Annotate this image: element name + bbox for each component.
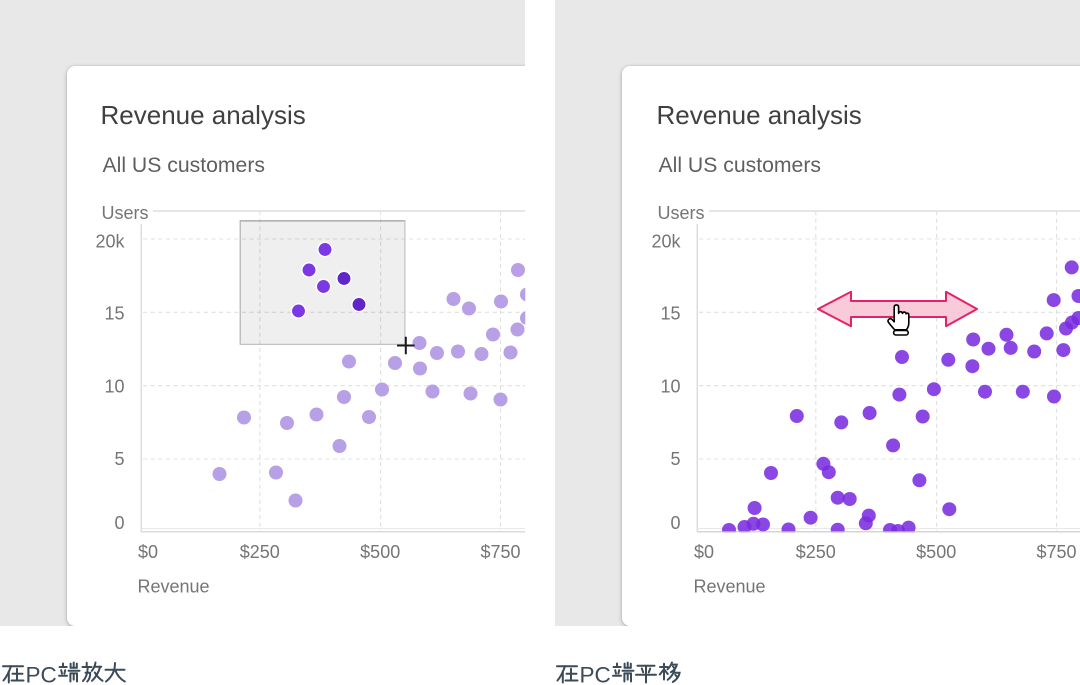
svg-text:Revenue analysis: Revenue analysis [101, 100, 306, 130]
svg-text:10: 10 [660, 377, 680, 397]
svg-text:15: 15 [660, 303, 680, 323]
svg-text:Revenue: Revenue [694, 577, 766, 597]
svg-text:Users: Users [102, 203, 149, 223]
svg-text:20k: 20k [95, 231, 125, 251]
svg-text:$250: $250 [796, 542, 836, 562]
svg-text:$0: $0 [694, 542, 714, 562]
svg-text:All US customers: All US customers [659, 154, 821, 177]
svg-text:PC: PC [26, 663, 57, 685]
svg-text:20k: 20k [651, 231, 681, 251]
svg-text:15: 15 [104, 303, 124, 323]
svg-text:Users: Users [658, 203, 705, 223]
svg-text:0: 0 [670, 513, 680, 533]
svg-text:Revenue: Revenue [138, 577, 210, 597]
svg-text:$750: $750 [480, 542, 520, 562]
svg-text:10: 10 [104, 377, 124, 397]
svg-text:PC: PC [580, 663, 611, 685]
svg-text:0: 0 [114, 513, 124, 533]
svg-text:All US customers: All US customers [103, 154, 265, 177]
svg-text:Revenue analysis: Revenue analysis [657, 100, 862, 130]
svg-text:$500: $500 [916, 542, 956, 562]
svg-text:5: 5 [114, 449, 124, 469]
svg-text:$0: $0 [138, 542, 158, 562]
svg-text:5: 5 [670, 449, 680, 469]
svg-text:$750: $750 [1036, 542, 1076, 562]
svg-text:$500: $500 [360, 542, 400, 562]
svg-text:$250: $250 [240, 542, 280, 562]
